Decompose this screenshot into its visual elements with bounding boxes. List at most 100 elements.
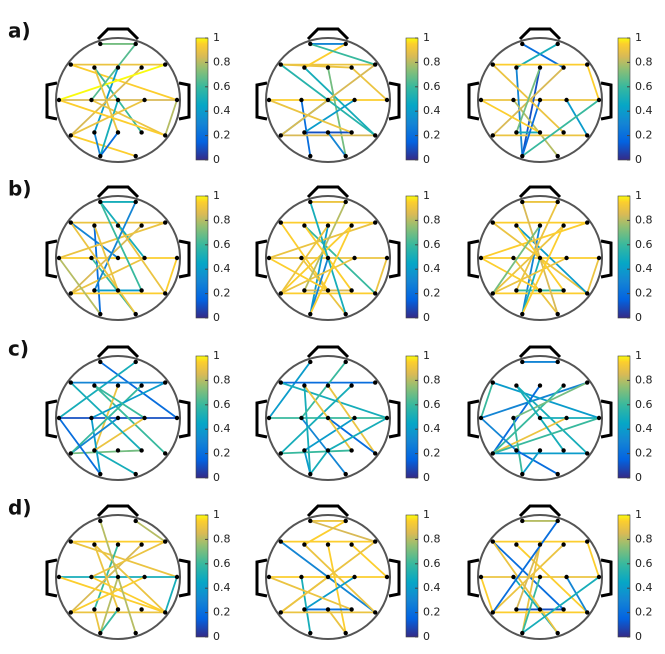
electrode [490, 133, 495, 138]
head-nose [306, 504, 350, 518]
electrode [564, 574, 569, 580]
electrode [308, 199, 313, 205]
connection [91, 540, 166, 578]
connection [515, 224, 588, 295]
connection [268, 576, 352, 611]
electrode [142, 255, 147, 261]
head-plot: 0 0.2 0.4 0.6 0.8 1 [255, 504, 441, 643]
head-outline [265, 37, 391, 163]
connection [515, 67, 524, 157]
electrode [115, 223, 121, 228]
head-plot: 0 0.2 0.4 0.6 0.8 1 [255, 345, 441, 484]
colorbar-tick-label: 1 [423, 508, 430, 521]
electrode [299, 255, 304, 261]
connection [303, 417, 356, 452]
electrode [163, 380, 168, 385]
connection [268, 361, 312, 419]
colorbar-tick-label: 0.6 [213, 557, 231, 570]
electrode [349, 288, 354, 293]
colorbar-tick-label: 1 [635, 31, 642, 44]
electrode [561, 607, 566, 612]
head-outline [477, 195, 603, 321]
electrode [115, 542, 121, 547]
colorbar-tick-label: 0.2 [213, 447, 231, 460]
colorbar-tick-label: 1 [635, 189, 642, 202]
electrode [92, 223, 97, 228]
electrode [349, 223, 354, 228]
connection [513, 381, 588, 419]
electrode [561, 288, 566, 293]
electrode [92, 542, 97, 547]
electrode [352, 97, 357, 103]
connection [515, 43, 559, 69]
electrode [585, 62, 590, 67]
connection [58, 221, 166, 259]
head-plot: 0 0.2 0.4 0.6 0.8 1 [45, 185, 231, 324]
connection [93, 385, 119, 451]
connection [93, 384, 146, 419]
colorbar-tick-label: 0.6 [423, 80, 441, 93]
colorbar-tick-label: 0.8 [423, 213, 441, 226]
electrode [56, 415, 62, 421]
left-ear [45, 558, 58, 598]
electrode [352, 574, 357, 580]
connection [515, 67, 541, 133]
connection [350, 543, 388, 578]
electrode [266, 255, 272, 261]
electrode [278, 62, 283, 67]
right-ear [388, 81, 401, 121]
electrode [278, 291, 283, 296]
connection [309, 449, 329, 475]
colorbar-tick-label: 0.4 [423, 581, 441, 594]
electrode [302, 448, 307, 453]
electrode [302, 288, 307, 293]
connection [58, 257, 102, 315]
connection [70, 99, 145, 137]
electrode [537, 130, 543, 135]
electrode [302, 223, 307, 228]
head-outline [55, 355, 181, 481]
connection [280, 384, 353, 455]
connection [374, 257, 388, 294]
left-ear [45, 239, 58, 279]
connection [492, 384, 565, 455]
head-plot: 0 0.2 0.4 0.6 0.8 1 [467, 27, 653, 166]
electrode [352, 255, 357, 261]
colorbar [195, 514, 209, 638]
left-ear [255, 558, 268, 598]
electrode [537, 255, 543, 261]
connection [515, 449, 559, 475]
right-ear [600, 81, 613, 121]
connection [303, 520, 347, 546]
connection [327, 608, 347, 634]
electrode [325, 383, 331, 388]
electrode [139, 607, 144, 612]
colorbar [405, 355, 419, 479]
electrode [278, 133, 283, 138]
colorbar-tick-label: 0.6 [213, 80, 231, 93]
electrode [478, 97, 484, 103]
colorbar-tick-label: 0.2 [213, 129, 231, 142]
connection [521, 225, 565, 315]
electrode [163, 610, 168, 615]
colorbar-tick-label: 0.6 [213, 398, 231, 411]
electrode [299, 97, 304, 103]
electrode [537, 223, 543, 228]
electrode [308, 630, 313, 636]
electrode [478, 574, 484, 580]
colorbar [405, 195, 419, 319]
electrode [511, 97, 516, 103]
electrode [561, 542, 566, 547]
colorbar [195, 355, 209, 479]
connection [90, 417, 102, 475]
electrode [596, 97, 602, 103]
electrode [537, 542, 543, 547]
connection [93, 544, 119, 610]
electrode [514, 448, 519, 453]
electrode [278, 610, 283, 615]
head-outline [477, 37, 603, 163]
connection [515, 384, 588, 455]
head-nose [518, 345, 562, 359]
electrode [163, 291, 168, 296]
colorbar-tick-label: 0.6 [635, 80, 653, 93]
